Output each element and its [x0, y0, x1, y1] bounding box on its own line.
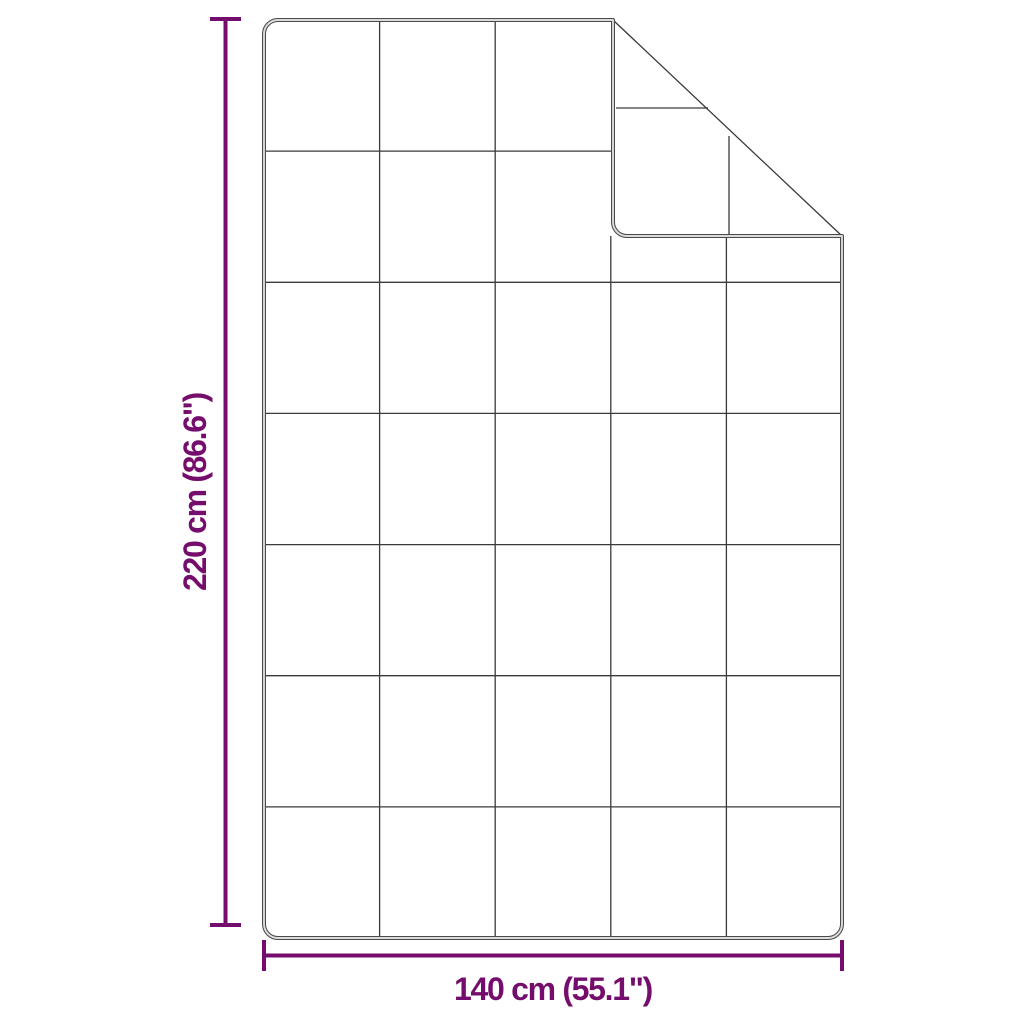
svg-text:140 cm (55.1"): 140 cm (55.1")	[454, 971, 653, 1007]
svg-text:220 cm (86.6"): 220 cm (86.6")	[177, 392, 213, 591]
